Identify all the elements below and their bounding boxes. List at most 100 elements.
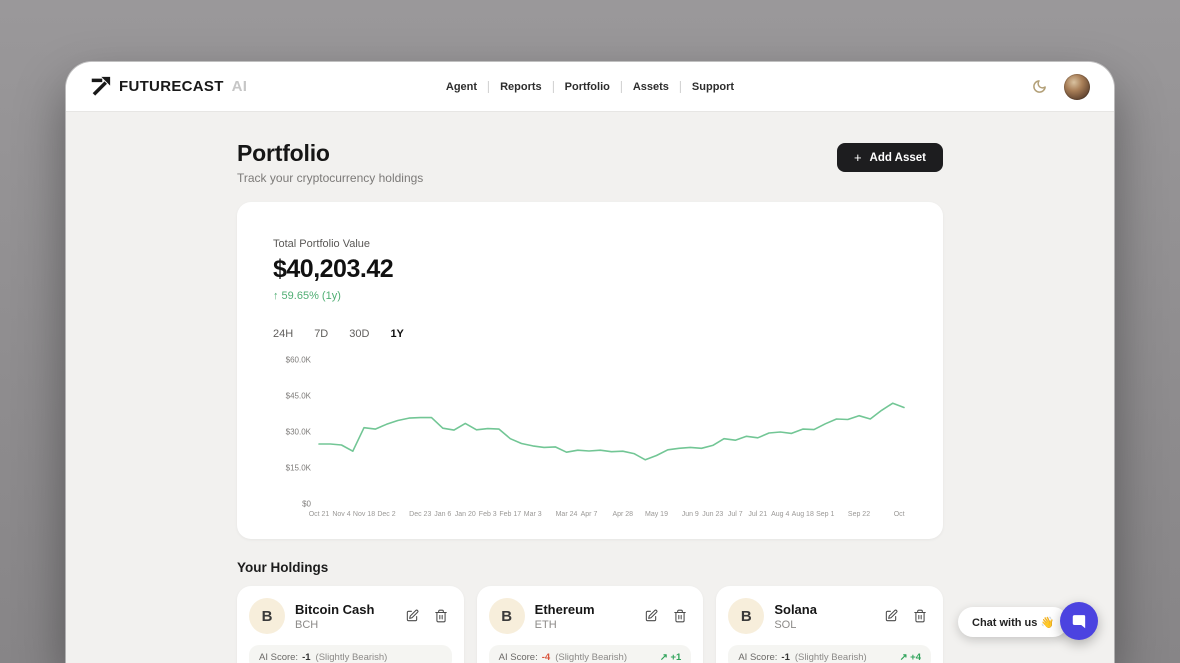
svg-text:Oct 13: Oct 13 — [894, 511, 907, 518]
edit-holding-button[interactable] — [644, 609, 658, 623]
user-avatar[interactable] — [1064, 73, 1090, 100]
trash-icon — [674, 609, 687, 623]
ai-score-row: AI Score: -4 (Slightly Bearish) ↗ +1 — [488, 645, 692, 663]
nav-item-support[interactable]: Support — [691, 80, 735, 93]
value-change-badge: ↑ 59.65% (1y) — [273, 290, 341, 302]
delete-holding-button[interactable] — [913, 609, 927, 623]
svg-text:Jun 9: Jun 9 — [682, 511, 699, 518]
main-nav: Agent Reports Portfolio Assets Support — [435, 80, 745, 93]
brand-name: FUTURECAST — [119, 78, 224, 95]
moon-icon — [1032, 80, 1046, 93]
portfolio-line-chart: $60.0K $45.0K $30.0K $15.0K $0 Oct 21 Nov 4 Nov… — [286, 356, 915, 519]
coin-meta: Bitcoin Cash BCH — [295, 602, 374, 631]
coin-card-header: B Bitcoin Cash BCH — [249, 598, 452, 634]
coin-name: Solana — [774, 601, 817, 617]
ai-score-value: -1 — [302, 652, 311, 663]
svg-text:Dec 2: Dec 2 — [377, 511, 395, 518]
trash-icon — [434, 609, 447, 623]
holding-card-ethereum: B Ethereum ETH — [476, 586, 704, 663]
svg-text:$15.0K: $15.0K — [286, 464, 312, 473]
nav-separator — [488, 80, 490, 93]
ai-score-label: AI Score: — [498, 652, 538, 663]
svg-text:Aug 18: Aug 18 — [792, 511, 814, 518]
nav-separator — [679, 80, 681, 93]
ai-score-value: -1 — [781, 652, 790, 663]
range-tab-30d[interactable]: 30D — [349, 328, 370, 340]
svg-text:$30.0K: $30.0K — [286, 428, 312, 437]
ai-score-label: AI Score: — [738, 652, 778, 663]
svg-text:Jan 6: Jan 6 — [434, 511, 451, 518]
holdings-heading: Your Holdings — [237, 560, 329, 575]
holding-card-solana: B Solana SOL — [716, 586, 943, 663]
edit-icon — [885, 609, 898, 622]
chat-launcher-button[interactable] — [1060, 602, 1098, 640]
ai-score-value: -4 — [541, 652, 551, 663]
svg-text:Dec 23: Dec 23 — [409, 511, 431, 518]
total-value-label: Total Portfolio Value — [273, 238, 371, 250]
svg-text:$45.0K: $45.0K — [286, 392, 312, 401]
svg-text:Aug 4: Aug 4 — [771, 511, 789, 518]
svg-text:Feb 3: Feb 3 — [479, 511, 497, 518]
range-tab-7d[interactable]: 7D — [314, 328, 329, 340]
page-title: Portfolio — [237, 140, 330, 166]
chat-with-us-pill[interactable]: Chat with us 👋 — [958, 607, 1069, 637]
range-tab-24h[interactable]: 24H — [273, 328, 294, 340]
svg-text:Mar 3: Mar 3 — [524, 511, 542, 518]
trash-icon — [914, 609, 926, 623]
coin-symbol: BCH — [295, 618, 319, 631]
app-header: FUTURECAST AI Agent Reports Portfolio Ass… — [66, 62, 1114, 112]
time-range-tabs: 24H 7D 30D 1Y — [273, 326, 907, 342]
coin-icon: B — [728, 598, 765, 634]
coin-name: Ethereum — [534, 601, 595, 617]
coin-actions — [644, 609, 691, 623]
svg-text:Feb 17: Feb 17 — [499, 511, 521, 518]
chat-bubble-icon — [1072, 614, 1085, 628]
portfolio-chart-area: $60.0K $45.0K $30.0K $15.0K $0 Oct 21 Nov 4 Nov… — [273, 350, 915, 527]
svg-text:Jul 21: Jul 21 — [748, 511, 767, 518]
holdings-card-grid: B Bitcoin Cash BCH — [237, 586, 943, 663]
svg-text:Apr 28: Apr 28 — [612, 511, 633, 518]
app-window: FUTURECAST AI Agent Reports Portfolio Ass… — [66, 62, 1114, 663]
svg-text:Nov 4: Nov 4 — [332, 511, 350, 518]
ai-score-trend: ↗ +4 — [899, 652, 921, 663]
svg-text:May 19: May 19 — [645, 511, 668, 518]
range-tab-1y[interactable]: 1Y — [390, 328, 404, 340]
coin-icon: B — [488, 598, 525, 634]
nav-item-assets[interactable]: Assets — [632, 80, 669, 93]
header-actions — [1030, 73, 1090, 100]
svg-text:Sep 22: Sep 22 — [848, 511, 870, 518]
page-subtitle: Track your cryptocurrency holdings — [237, 171, 424, 185]
nav-item-agent[interactable]: Agent — [445, 80, 478, 93]
ai-score-note: (Slightly Bearish) — [315, 652, 388, 663]
coin-card-header: B Solana SOL — [728, 598, 931, 634]
brand-suffix: AI — [231, 78, 248, 95]
coin-symbol: ETH — [534, 618, 557, 631]
ai-score-note: (Slightly Bearish) — [555, 652, 627, 663]
nav-item-reports[interactable]: Reports — [500, 80, 542, 93]
dark-mode-toggle[interactable] — [1030, 78, 1048, 96]
nav-item-portfolio[interactable]: Portfolio — [564, 80, 610, 93]
edit-holding-button[interactable] — [405, 609, 419, 623]
add-asset-button[interactable]: + Add Asset — [836, 143, 943, 172]
coin-actions — [884, 609, 931, 623]
svg-text:$60.0K: $60.0K — [286, 356, 312, 365]
plus-icon: + — [853, 150, 862, 165]
ai-score-trend: ↗ +1 — [659, 652, 682, 663]
brand-logo[interactable]: FUTURECAST AI — [90, 76, 247, 97]
coin-icon: B — [249, 598, 285, 634]
delete-holding-button[interactable] — [673, 609, 687, 623]
total-value-amount: $40,203.42 — [273, 255, 394, 283]
svg-text:Nov 18: Nov 18 — [353, 511, 375, 518]
svg-text:Apr 7: Apr 7 — [581, 511, 598, 518]
edit-icon — [646, 609, 658, 622]
svg-text:$0: $0 — [302, 500, 311, 509]
delete-holding-button[interactable] — [434, 609, 448, 623]
edit-holding-button[interactable] — [884, 609, 898, 623]
portfolio-page: Portfolio Track your cryptocurrency hold… — [237, 112, 943, 663]
ai-score-note: (Slightly Bearish) — [794, 652, 867, 663]
ai-score-row: AI Score: -1 (Slightly Bearish) — [249, 645, 452, 663]
page-header: Portfolio Track your cryptocurrency hold… — [237, 140, 943, 185]
coin-name: Bitcoin Cash — [295, 601, 375, 617]
svg-text:Mar 24: Mar 24 — [556, 511, 578, 518]
